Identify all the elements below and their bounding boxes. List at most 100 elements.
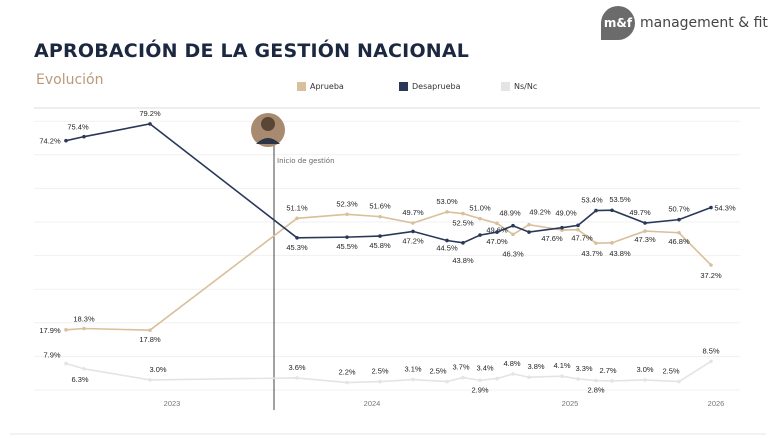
data-point-nsnc (411, 377, 415, 382)
data-label-nsnc: 3.1% (404, 365, 421, 374)
data-point-aprueba (511, 232, 515, 237)
data-point-desaprueba (378, 234, 382, 238)
data-point-aprueba (148, 328, 152, 332)
legend-swatch (399, 82, 408, 91)
data-point-desaprueba (527, 230, 531, 234)
data-point-desaprueba (560, 225, 564, 230)
data-point-nsnc (677, 379, 681, 384)
data-label-aprueba: 52.5% (452, 219, 474, 228)
data-point-nsnc (378, 379, 382, 384)
data-label-aprueba: 51.6% (369, 202, 391, 211)
data-point-desaprueba (709, 205, 713, 210)
data-label-nsnc: 2.5% (429, 367, 446, 376)
data-label-nsnc: 6.3% (71, 375, 88, 384)
data-label-desaprueba: 47.0% (486, 237, 508, 246)
data-label-nsnc: 3.7% (452, 363, 469, 372)
data-label-desaprueba: 49.0% (555, 208, 577, 217)
data-point-nsnc (709, 359, 713, 364)
data-label-aprueba: 51.1% (286, 203, 308, 212)
logo-text: management & fit (640, 15, 768, 31)
series-line-nsnc (65, 360, 712, 384)
data-label-aprueba: 43.8% (609, 249, 631, 258)
data-point-aprueba (594, 241, 598, 245)
data-label-aprueba: 17.9% (39, 326, 61, 335)
legend-desaprueba: Desaprueba (399, 82, 461, 91)
data-point-desaprueba (643, 221, 647, 225)
data-label-aprueba: 43.7% (581, 249, 603, 258)
data-label-aprueba: 46.3% (502, 249, 524, 258)
data-label-aprueba: 18.3% (73, 315, 95, 324)
data-label-nsnc: 8.5% (702, 346, 719, 355)
data-point-nsnc (495, 376, 499, 381)
data-point-aprueba (345, 212, 349, 217)
data-point-aprueba (64, 328, 68, 332)
data-label-desaprueba: 53.4% (581, 196, 603, 205)
data-label-aprueba: 49.2% (529, 208, 551, 217)
data-point-desaprueba (677, 217, 681, 222)
data-point-aprueba (82, 326, 86, 331)
data-label-nsnc: 3.4% (476, 364, 493, 373)
data-label-desaprueba: 48.9% (499, 209, 521, 218)
data-label-nsnc: 2.8% (587, 386, 604, 395)
series-line-aprueba (65, 211, 712, 331)
data-label-desaprueba: 45.3% (286, 243, 308, 252)
data-point-desaprueba (148, 122, 152, 126)
data-label-aprueba: 51.0% (469, 204, 491, 213)
data-label-nsnc: 2.9% (471, 385, 488, 394)
data-point-aprueba (495, 221, 499, 226)
data-label-desaprueba: 79.2% (139, 109, 161, 118)
data-label-desaprueba: 44.5% (436, 243, 458, 252)
data-label-desaprueba: 75.4% (67, 123, 89, 132)
data-point-desaprueba (64, 138, 68, 143)
inicio-annotation: Inicio de gestión (277, 157, 335, 165)
data-point-nsnc (576, 377, 580, 381)
legend-nsnc: Ns/Nc (501, 82, 537, 91)
data-point-desaprueba (295, 235, 299, 240)
data-label-aprueba: 47.3% (634, 235, 656, 244)
data-point-aprueba (295, 216, 299, 221)
series-line-desaprueba (65, 123, 712, 244)
data-label-aprueba: 53.0% (436, 197, 458, 206)
data-point-desaprueba (511, 223, 515, 228)
logo-mark: m&f (601, 6, 635, 40)
data-label-nsnc: 2.7% (599, 366, 616, 375)
legend-swatch (297, 82, 306, 91)
data-label-desaprueba: 50.7% (668, 205, 690, 214)
data-label-desaprueba: 49.7% (629, 208, 651, 217)
data-label-aprueba: 46.8% (668, 237, 690, 246)
data-label-desaprueba: 47.2% (402, 236, 424, 245)
data-point-aprueba (478, 216, 482, 221)
data-point-nsnc (82, 367, 86, 371)
data-label-desaprueba: 53.5% (609, 195, 631, 204)
data-point-desaprueba (610, 208, 614, 213)
chart-subtitle: Evolución (36, 72, 104, 88)
data-label-nsnc: 7.9% (43, 350, 60, 359)
data-point-nsnc (295, 376, 299, 380)
data-label-nsnc: 3.0% (149, 365, 166, 374)
x-tick-label: 2025 (562, 399, 579, 408)
data-label-nsnc: 3.3% (575, 364, 592, 373)
data-point-desaprueba (82, 134, 86, 139)
data-point-nsnc (610, 379, 614, 383)
legend-swatch (501, 82, 510, 91)
data-point-aprueba (643, 229, 647, 233)
data-label-aprueba: 49.7% (402, 208, 424, 217)
data-label-nsnc: 2.5% (371, 367, 388, 376)
data-label-nsnc: 3.0% (636, 365, 653, 374)
data-label-nsnc: 4.1% (553, 361, 570, 370)
x-tick-label: 2023 (164, 399, 181, 408)
data-point-nsnc (445, 379, 449, 384)
data-label-nsnc: 3.8% (527, 362, 544, 371)
data-point-aprueba (677, 230, 681, 235)
data-label-aprueba: 17.8% (139, 335, 161, 344)
x-tick-label: 2024 (364, 399, 381, 408)
data-point-desaprueba (594, 208, 598, 213)
legend-label: Ns/Nc (514, 82, 538, 91)
legend-label: Desaprueba (412, 82, 461, 91)
data-point-nsnc (478, 378, 482, 383)
avatar-hair (261, 117, 275, 131)
data-point-aprueba (378, 214, 382, 219)
data-point-nsnc (643, 378, 647, 382)
data-label-aprueba: 37.2% (700, 271, 722, 280)
data-point-desaprueba (445, 238, 449, 243)
